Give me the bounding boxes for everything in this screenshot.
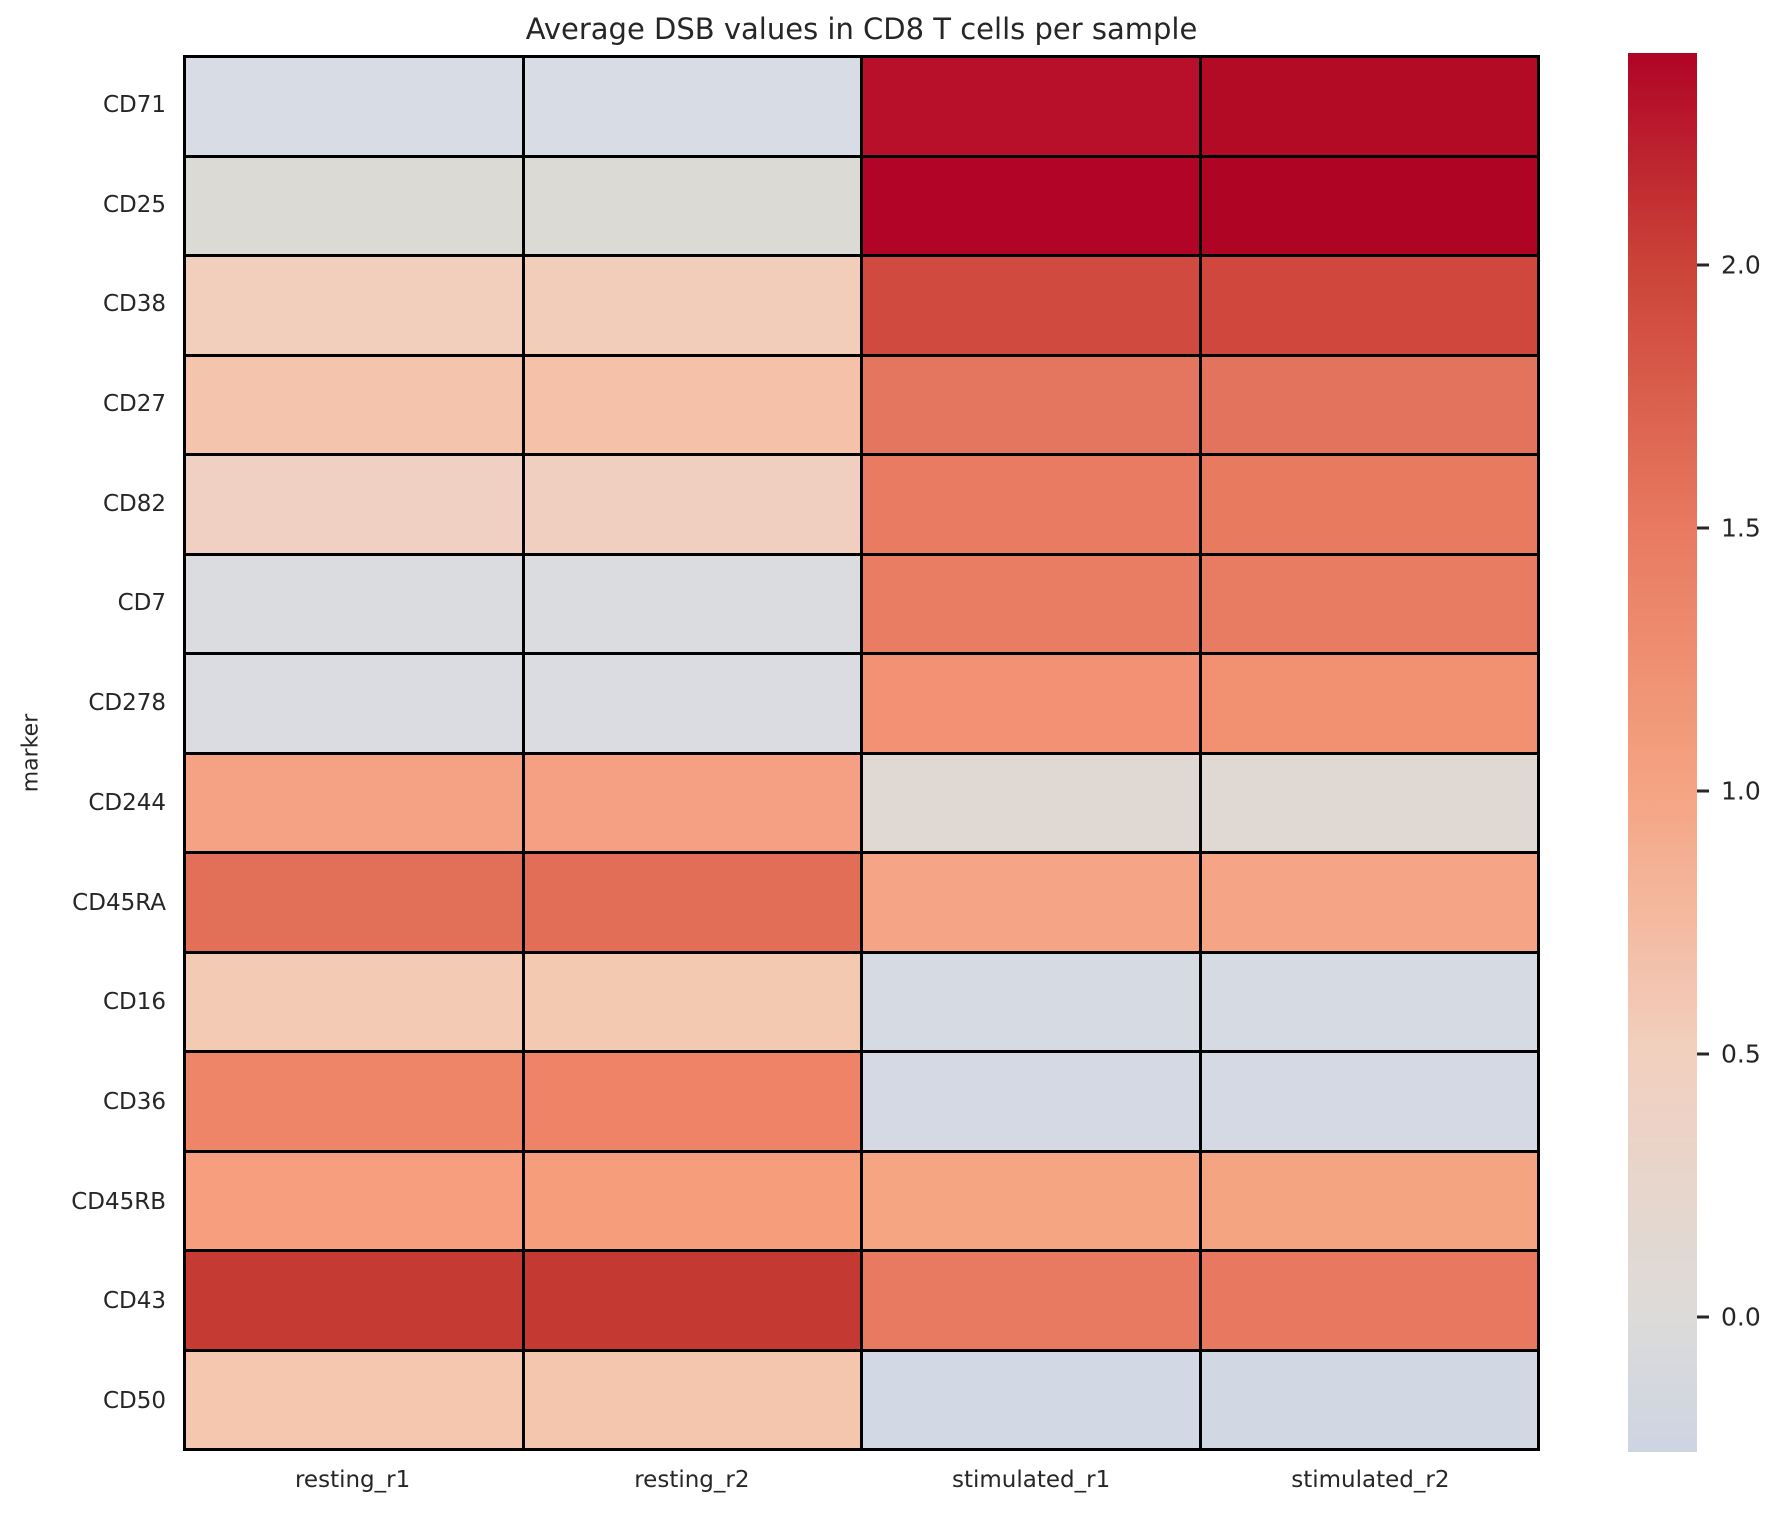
colorbar-tick-label: 0.5 [1721, 1039, 1761, 1069]
heatmap-cell [863, 356, 1199, 453]
heatmap-cell [863, 1152, 1199, 1249]
colorbar-tick-mark [1697, 1315, 1709, 1319]
heatmap-cell [524, 157, 860, 254]
heatmap-grid [183, 55, 1540, 1451]
heatmap-cell [524, 1252, 860, 1349]
colorbar: 2.0 1.5 1.0 0.5 0.0 [1628, 53, 1761, 1452]
heatmap-cell [1201, 1351, 1537, 1448]
heatmap-cell [863, 58, 1199, 155]
heatmap-cell [1201, 1053, 1537, 1150]
heatmap-cell [1201, 356, 1537, 453]
heatmap-cell [1201, 953, 1537, 1050]
y-tick-label: CD38 [102, 291, 166, 318]
colorbar-tick-mark [1697, 526, 1709, 530]
y-tick-labels: CD71 CD25 CD38 CD27 CD82 CD7 CD278 CD244 CD45RA C… [0, 55, 168, 1451]
heatmap-cell [1201, 58, 1537, 155]
heatmap-cell [186, 1351, 522, 1448]
y-tick-label: CD82 [102, 490, 166, 517]
heatmap-cell [524, 854, 860, 951]
colorbar-tick-label: 1.0 [1721, 776, 1761, 806]
heatmap-cell [1201, 555, 1537, 652]
heatmap-cell [186, 257, 522, 354]
heatmap-cell [1201, 655, 1537, 752]
heatmap-cell [524, 58, 860, 155]
heatmap-cell [863, 257, 1199, 354]
heatmap-cell [186, 953, 522, 1050]
colorbar-tick-label: 1.5 [1721, 513, 1761, 543]
heatmap-cell [1201, 257, 1537, 354]
heatmap-cell [186, 157, 522, 254]
x-tick-label: stimulated_r2 [1291, 1467, 1450, 1493]
heatmap-cell [863, 555, 1199, 652]
heatmap-cell [524, 953, 860, 1050]
heatmap-cell [524, 356, 860, 453]
y-tick-label: CD71 [102, 91, 166, 118]
heatmap-cell [863, 1053, 1199, 1150]
heatmap-cell [524, 555, 860, 652]
y-tick-label: CD43 [102, 1288, 166, 1315]
heatmap-cell [863, 1351, 1199, 1448]
heatmap-cell [186, 58, 522, 155]
heatmap-cell [863, 157, 1199, 254]
heatmap-cell [863, 953, 1199, 1050]
x-tick-label: stimulated_r1 [952, 1467, 1111, 1493]
heatmap-cell [186, 555, 522, 652]
heatmap-cell [863, 1252, 1199, 1349]
y-tick-label: CD36 [102, 1088, 166, 1115]
heatmap-cell [863, 854, 1199, 951]
colorbar-tick-label: 2.0 [1721, 250, 1761, 280]
y-tick-label: CD45RA [72, 889, 166, 916]
heatmap-cell [186, 854, 522, 951]
heatmap-cell [186, 655, 522, 752]
heatmap-cell [524, 456, 860, 553]
heatmap-cell [1201, 754, 1537, 851]
x-tick-labels: resting_r1 resting_r2 stimulated_r1 stimula… [183, 1462, 1540, 1498]
y-tick-label: CD7 [117, 590, 166, 617]
y-tick-label: CD278 [88, 690, 166, 717]
y-tick-label: CD45RB [71, 1188, 166, 1215]
heatmap-cell [863, 456, 1199, 553]
y-tick-label: CD27 [102, 390, 166, 417]
heatmap-cell [524, 257, 860, 354]
heatmap-cell [1201, 1252, 1537, 1349]
heatmap-cell [524, 1152, 860, 1249]
x-tick-label: resting_r2 [634, 1467, 750, 1493]
heatmap-cell [1201, 157, 1537, 254]
colorbar-tick-mark [1697, 1052, 1709, 1056]
heatmap-cell [1201, 456, 1537, 553]
y-tick-label: CD50 [102, 1388, 166, 1415]
heatmap-cell [1201, 854, 1537, 951]
y-tick-label: CD16 [102, 989, 166, 1016]
plot-title: Average DSB values in CD8 T cells per sa… [525, 12, 1198, 46]
heatmap-cell [524, 1053, 860, 1150]
heatmap-cell [1201, 1152, 1537, 1249]
x-tick-label: resting_r1 [294, 1467, 411, 1493]
heatmap-cell [863, 754, 1199, 851]
heatmap-cell [186, 1152, 522, 1249]
heatmap-cell [863, 655, 1199, 752]
heatmap-cell [186, 356, 522, 453]
heatmap-cell [524, 1351, 860, 1448]
heatmap-cell [524, 655, 860, 752]
colorbar-tick-mark [1697, 789, 1709, 793]
heatmap-cell [524, 754, 860, 851]
heatmap-cell [186, 754, 522, 851]
heatmap-cell [186, 456, 522, 553]
y-tick-label: CD25 [102, 191, 166, 218]
colorbar-tick-label: 0.0 [1721, 1302, 1761, 1332]
y-tick-label: CD244 [88, 789, 166, 816]
colorbar-tick-mark [1697, 263, 1709, 267]
heatmap-cell [186, 1252, 522, 1349]
heatmap-cell [186, 1053, 522, 1150]
